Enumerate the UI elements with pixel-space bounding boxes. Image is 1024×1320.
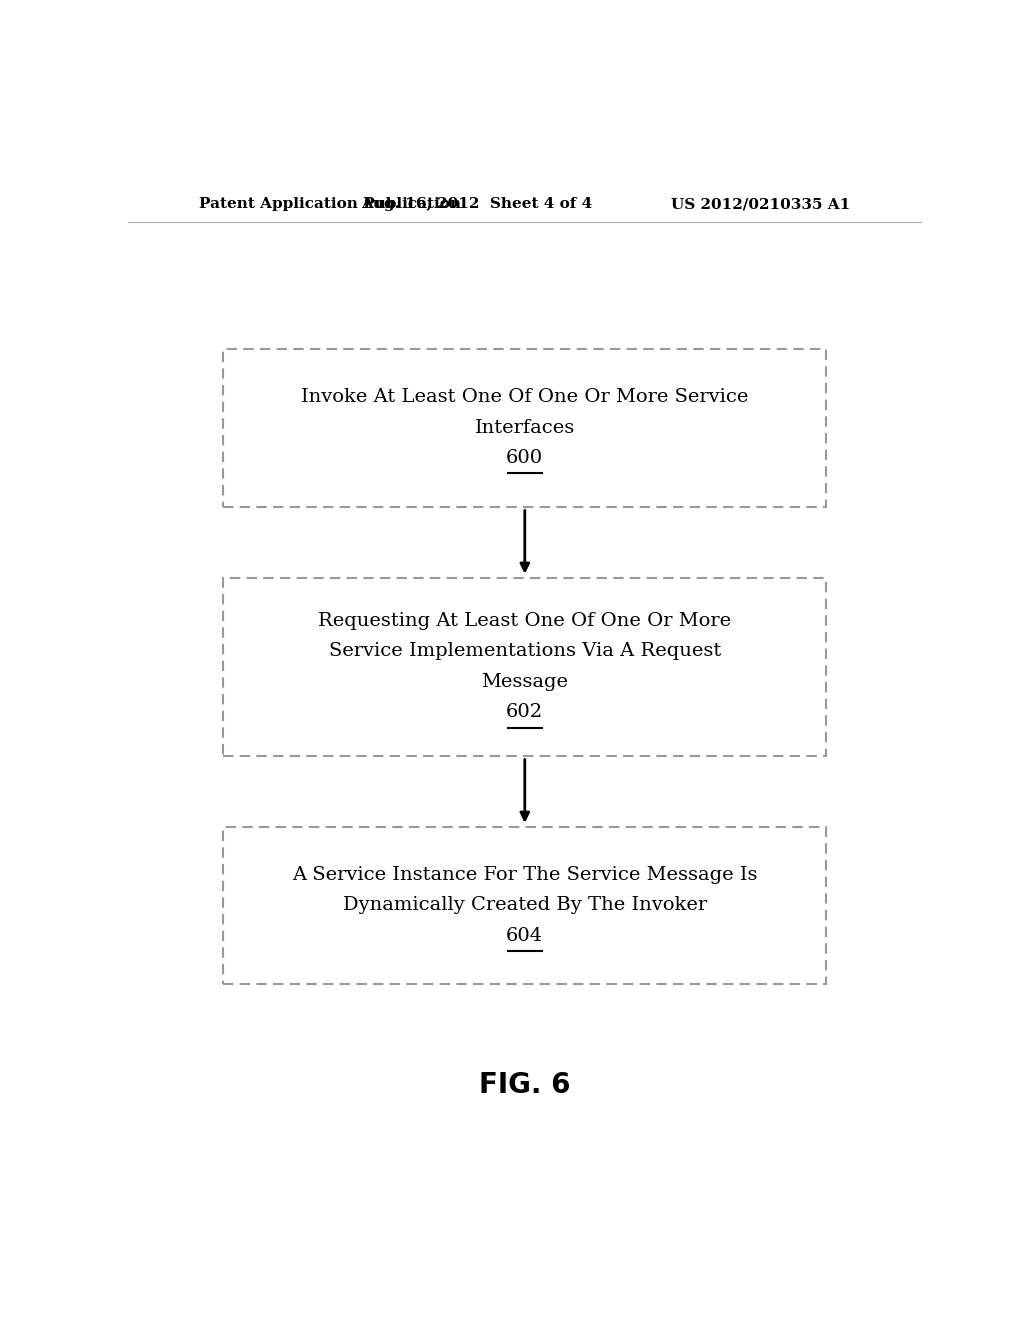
Text: US 2012/0210335 A1: US 2012/0210335 A1 [671,197,850,211]
FancyBboxPatch shape [223,826,826,985]
Text: Dynamically Created By The Invoker: Dynamically Created By The Invoker [343,896,707,915]
Text: Interfaces: Interfaces [475,418,574,437]
FancyBboxPatch shape [223,348,826,507]
Text: Service Implementations Via A Request: Service Implementations Via A Request [329,643,721,660]
Text: 602: 602 [506,704,544,721]
Text: Invoke At Least One Of One Or More Service: Invoke At Least One Of One Or More Servi… [301,388,749,407]
Text: 600: 600 [506,449,544,467]
Text: A Service Instance For The Service Message Is: A Service Instance For The Service Messa… [292,866,758,884]
Text: Patent Application Publication: Patent Application Publication [200,197,462,211]
Text: FIG. 6: FIG. 6 [479,1072,570,1100]
Text: Aug. 16, 2012  Sheet 4 of 4: Aug. 16, 2012 Sheet 4 of 4 [361,197,593,211]
Text: Message: Message [481,673,568,690]
Text: 604: 604 [506,927,544,945]
Text: Requesting At Least One Of One Or More: Requesting At Least One Of One Or More [318,612,731,630]
FancyBboxPatch shape [223,578,826,755]
